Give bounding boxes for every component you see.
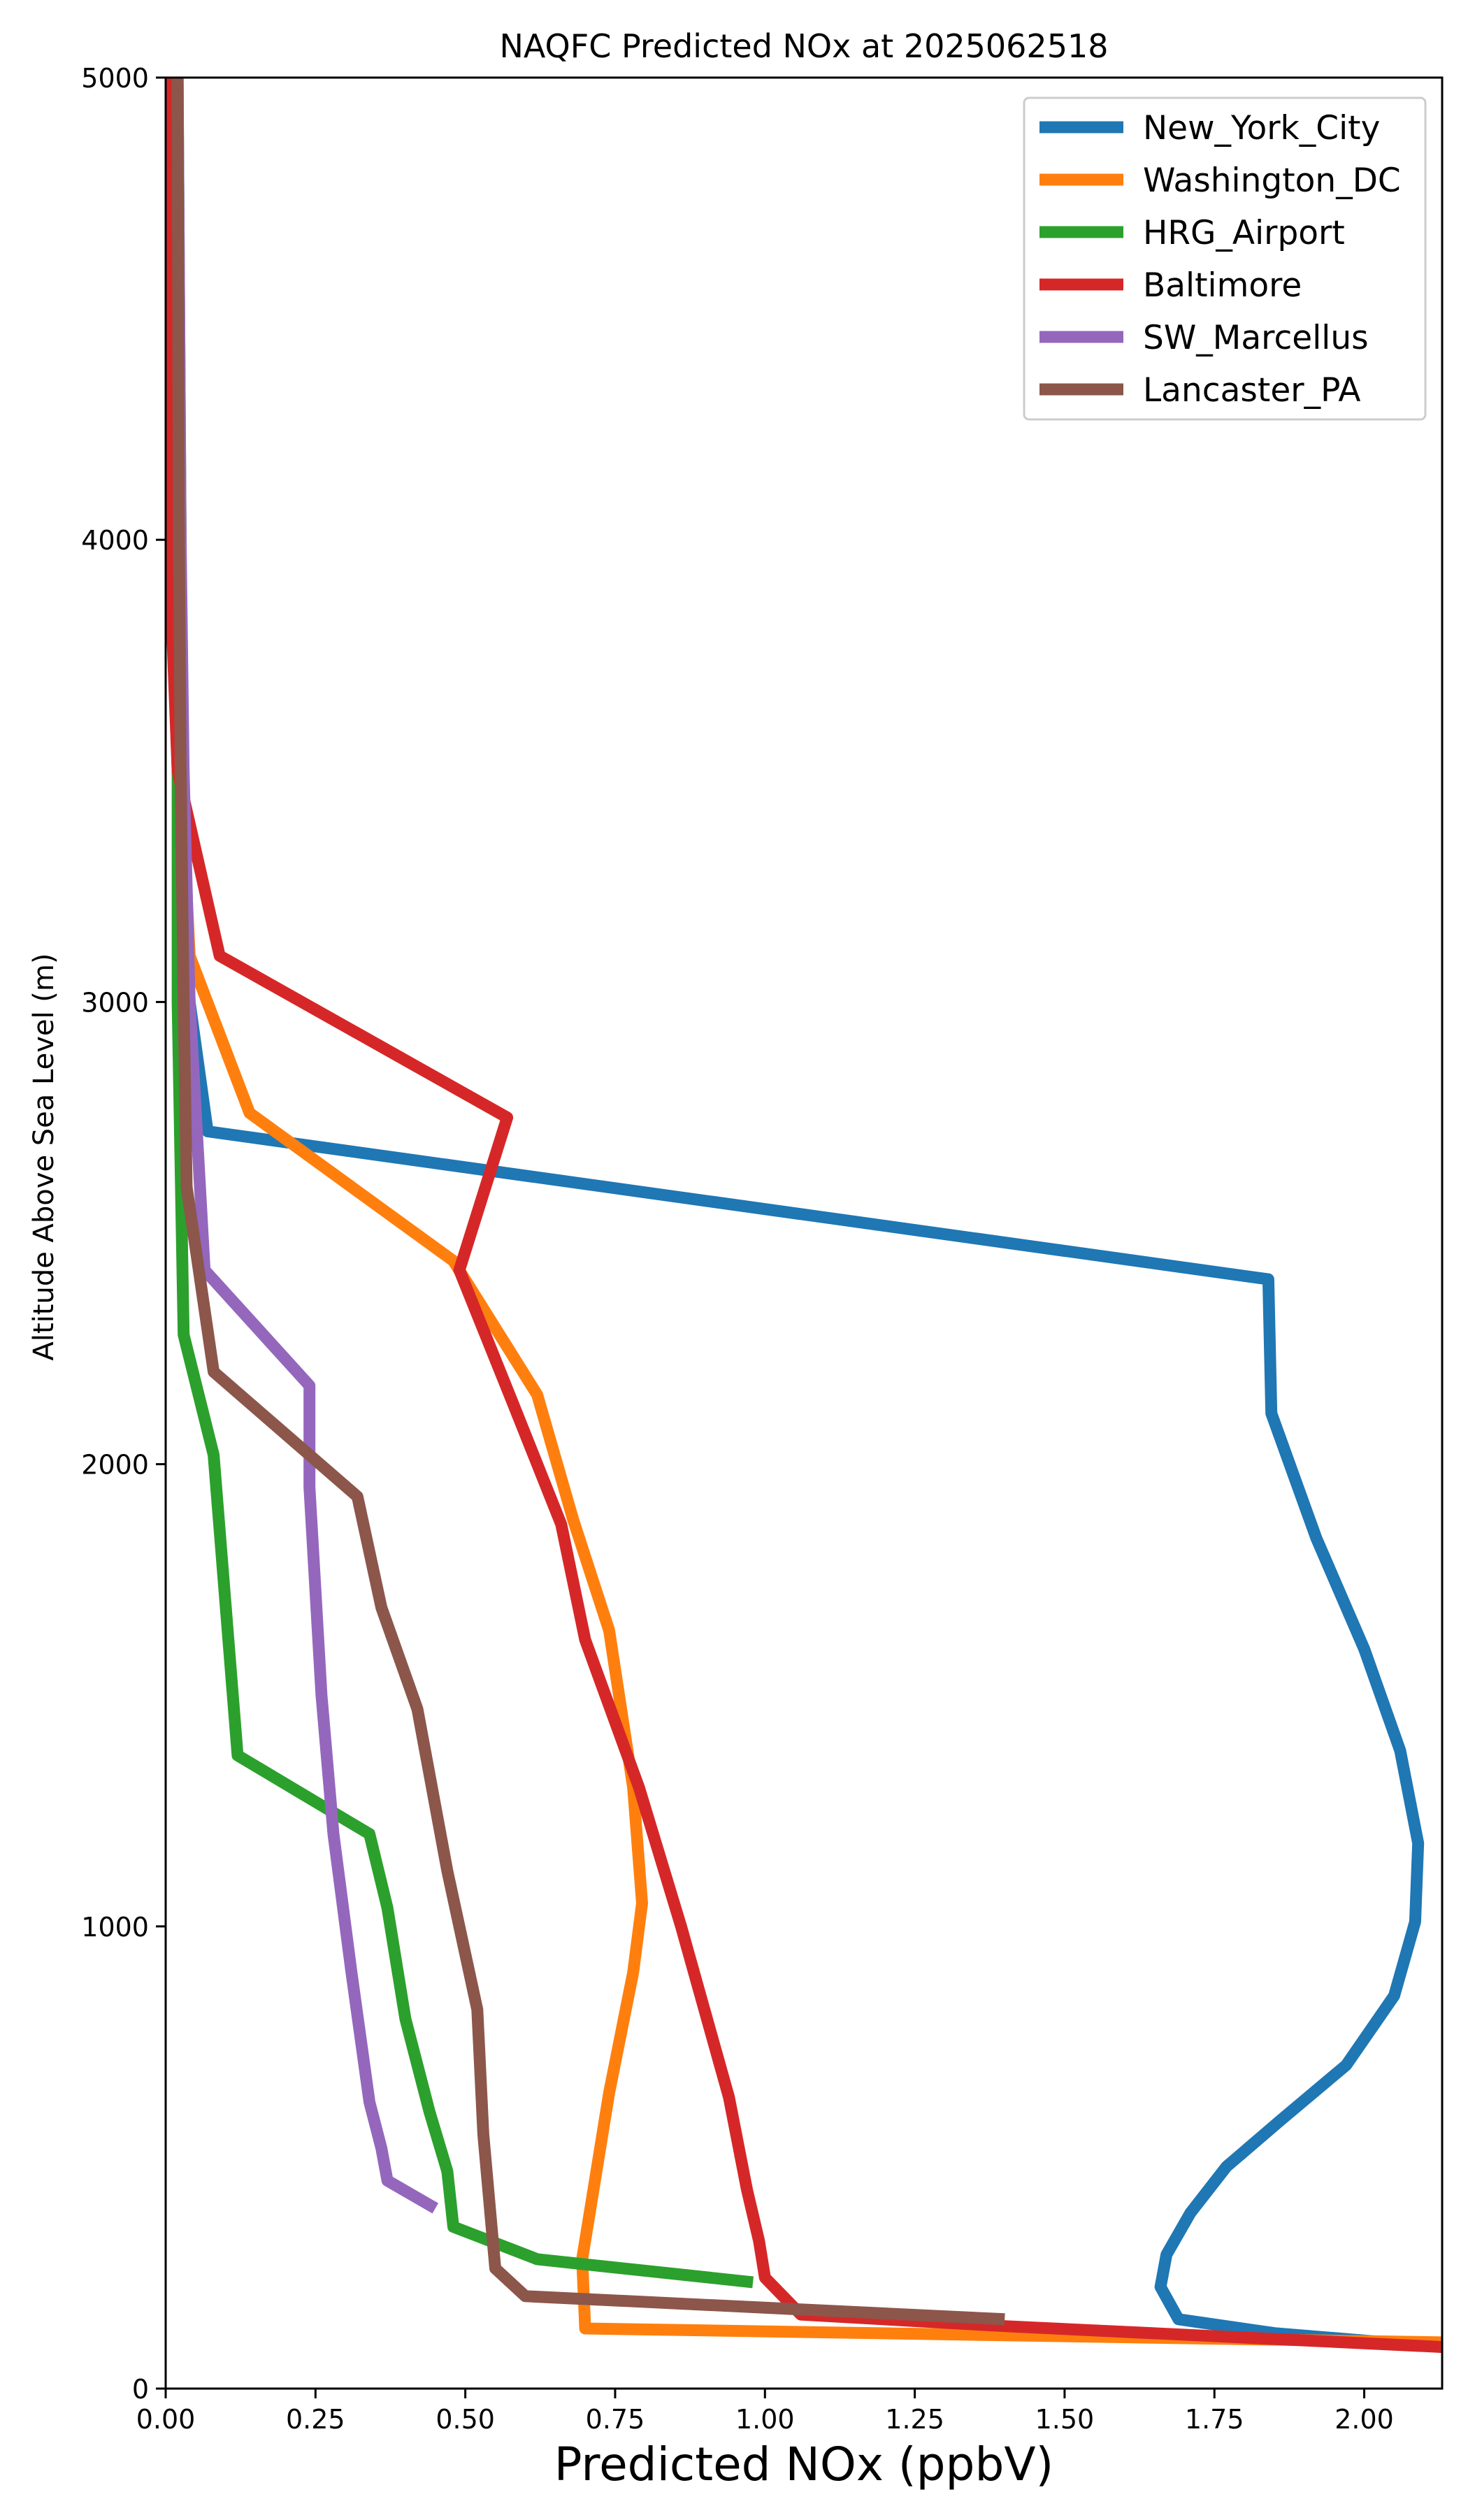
series-line-lancaster-pa bbox=[171, 78, 1005, 2326]
x-tick-label: 1.25 bbox=[885, 2404, 944, 2435]
y-tick-label: 0 bbox=[132, 2374, 149, 2405]
x-tick-label: 1.00 bbox=[735, 2404, 795, 2435]
x-tick-label: 1.75 bbox=[1185, 2404, 1244, 2435]
series-line-baltimore bbox=[166, 78, 1442, 2353]
series-group bbox=[166, 78, 1442, 2353]
legend-label: SW_Marcellus bbox=[1143, 319, 1369, 357]
y-tick-label: 4000 bbox=[81, 525, 149, 556]
legend-label: Washington_DC bbox=[1143, 161, 1401, 200]
x-tick-label: 0.25 bbox=[286, 2404, 345, 2435]
legend-label: New_York_City bbox=[1143, 109, 1380, 147]
y-axis-label: Altitude Above Sea Level (m) bbox=[28, 953, 60, 1361]
legend-label: HRG_Airport bbox=[1143, 214, 1345, 252]
legend-box bbox=[1023, 96, 1427, 421]
x-tick-label: 0.75 bbox=[586, 2404, 645, 2435]
y-tick-label: 2000 bbox=[81, 1450, 149, 1481]
plot-area: 0.00 0.25 0.50 0.75 1.00 1.25 1.50 1.75 2.00 0 100… bbox=[81, 63, 1444, 2435]
legend: New_York_City Washington_DC HRG_Airport Bal… bbox=[1023, 96, 1427, 421]
chart-title: NAQFC Predicted NOx at 2025062518 bbox=[499, 27, 1108, 65]
y-tick-label: 5000 bbox=[81, 63, 149, 94]
legend-label: Baltimore bbox=[1143, 266, 1302, 305]
x-tick-label: 2.00 bbox=[1334, 2404, 1394, 2435]
x-tick-label: 1.50 bbox=[1035, 2404, 1095, 2435]
plot-frame bbox=[164, 76, 1444, 2390]
legend-label: Lancaster_PA bbox=[1143, 371, 1361, 410]
x-tick-label: 0.50 bbox=[436, 2404, 495, 2435]
x-tick-label: 0.00 bbox=[136, 2404, 196, 2435]
y-tick-label: 1000 bbox=[81, 1912, 149, 1943]
y-tick-label: 3000 bbox=[81, 987, 149, 1018]
x-axis-label: Predicted NOx (ppbV) bbox=[554, 2438, 1054, 2491]
